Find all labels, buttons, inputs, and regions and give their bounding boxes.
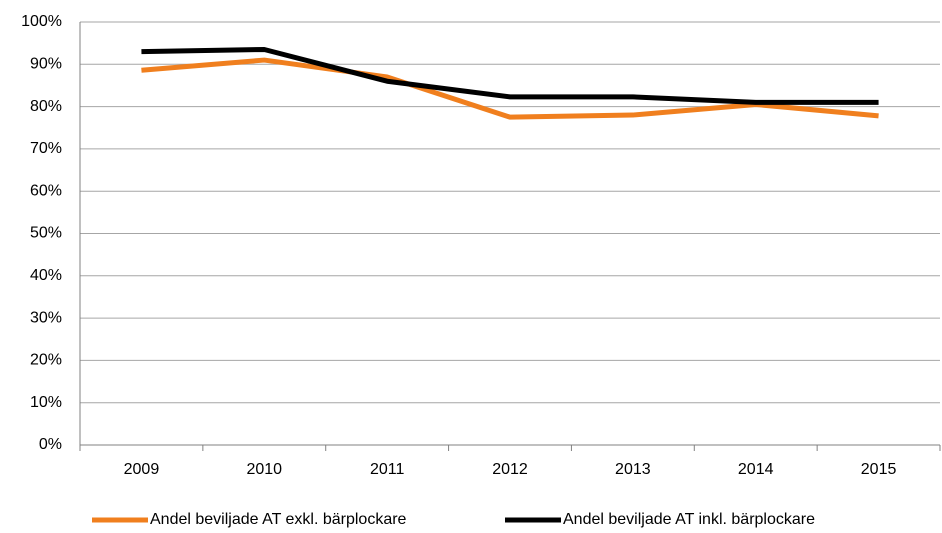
y-tick-label: 20%: [30, 352, 62, 369]
y-tick-label: 90%: [30, 56, 62, 73]
x-tick-label: 2010: [246, 461, 282, 478]
x-tick-label: 2012: [492, 461, 528, 478]
y-tick-label: 10%: [30, 394, 62, 411]
series-line: [141, 46, 879, 105]
y-tick-label: 70%: [30, 140, 62, 157]
series-line: [141, 57, 879, 120]
y-tick-label: 80%: [30, 98, 62, 115]
x-tick-label: 2014: [738, 461, 774, 478]
y-tick-label: 40%: [30, 267, 62, 284]
x-tick-label: 2013: [615, 461, 651, 478]
legend-label: Andel beviljade AT exkl. bärplockare: [150, 511, 407, 528]
x-tick-label: 2011: [370, 461, 405, 478]
y-tick-label: 60%: [30, 182, 62, 199]
legend-label: Andel beviljade AT inkl. bärplockare: [563, 511, 815, 528]
x-tick-label: 2015: [861, 461, 897, 478]
x-tick-label: 2009: [124, 461, 160, 478]
y-tick-label: 50%: [30, 225, 62, 242]
y-tick-label: 30%: [30, 309, 62, 326]
y-tick-label: 0%: [39, 436, 62, 453]
y-tick-label: 100%: [21, 13, 62, 30]
